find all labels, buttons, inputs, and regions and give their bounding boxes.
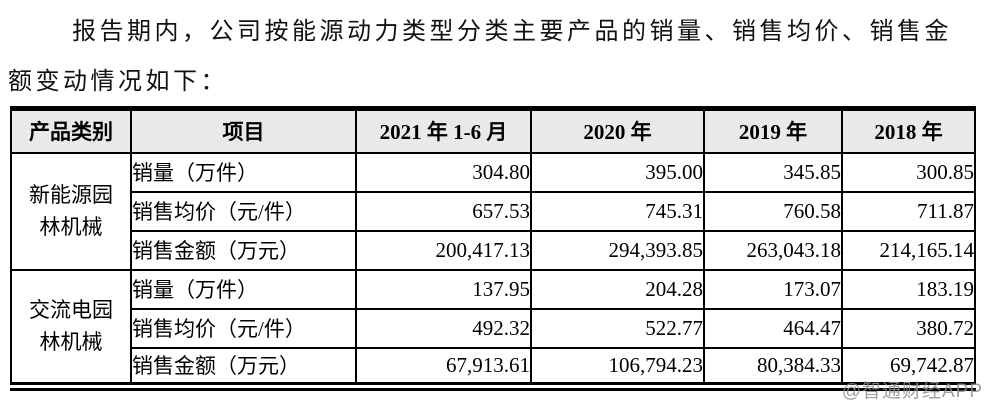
intro-paragraph-line2: 额变动情况如下： [8,69,228,95]
value-cell: 304.80 [355,151,532,193]
value-cell: 294,393.85 [530,229,705,271]
header-cell-2018: 2018 年 [841,107,976,154]
value-cell: 395.00 [530,151,705,193]
category-label: 交流电园林机械 [28,298,113,355]
row-label-cell: 销售均价（元/件） [130,307,357,349]
value-cell: 200,417.13 [355,229,532,271]
header-row: 产品类别 项目 2021 年 1-6 月 2020 年 2019 年 2018 … [10,107,976,154]
value-cell: 711.87 [841,190,976,232]
value-cell: 464.47 [703,307,843,349]
value-cell: 204.28 [530,268,705,310]
value-cell: 137.95 [355,268,532,310]
table-row: 销售均价（元/件） 657.53 745.31 760.58 711.87 [11,190,976,232]
product-sales-table: 产品类别 项目 2021 年 1-6 月 2020 年 2019 年 2018 … [10,106,976,391]
header-cell-2019: 2019 年 [703,107,843,154]
row-label-cell: 销售金额（万元） [130,346,357,388]
row-label-cell: 销售均价（元/件） [130,190,357,232]
table-row: 交流电园林机械 销量（万件） 137.95 204.28 173.07 183.… [10,268,976,388]
header-cell-2020: 2020 年 [530,107,705,154]
category-label: 新能源园林机械 [28,183,113,239]
table-row: 新能源园林机械 销量（万件） 304.80 395.00 345.85 300.… [10,151,976,271]
value-cell: 214,165.14 [841,229,976,271]
value-cell: 106,794.23 [530,346,705,388]
value-cell: 760.58 [703,190,843,232]
value-cell: 345.85 [703,151,843,193]
value-cell: 300.85 [841,151,976,193]
table-row: 销售金额（万元） 67,913.61 106,794.23 80,384.33 … [11,346,976,388]
header-cell-2021h1: 2021 年 1-6 月 [355,107,532,154]
category-cell-ac-power: 交流电园林机械 [10,268,132,388]
row-label-cell: 销售金额（万元） [130,229,357,271]
value-cell: 67,913.61 [355,346,532,388]
value-cell: 745.31 [530,190,705,232]
row-label-cell: 销量（万件） [130,268,357,310]
intro-paragraph-line1: 报告期内，公司按能源动力类型分类主要产品的销量、销售均价、销售金 [72,19,952,45]
value-cell: 492.32 [355,307,532,349]
value-cell: 80,384.33 [703,346,843,388]
value-cell: 183.19 [841,268,976,310]
value-cell: 173.07 [703,268,843,310]
table-row: 销售金额（万元） 200,417.13 294,393.85 263,043.1… [11,229,976,271]
watermark: @智通财经APP [841,381,983,402]
table-row: 销售均价（元/件） 492.32 522.77 464.47 380.72 [11,307,976,349]
category-cell-new-energy: 新能源园林机械 [10,151,132,271]
row-label-cell: 销量（万件） [130,151,357,193]
value-cell: 69,742.87 [841,346,976,388]
value-cell: 522.77 [530,307,705,349]
header-cell-category: 产品类别 [10,107,132,154]
value-cell: 380.72 [841,307,976,349]
value-cell: 657.53 [355,190,532,232]
value-cell: 263,043.18 [703,229,843,271]
header-cell-item: 项目 [130,107,357,154]
